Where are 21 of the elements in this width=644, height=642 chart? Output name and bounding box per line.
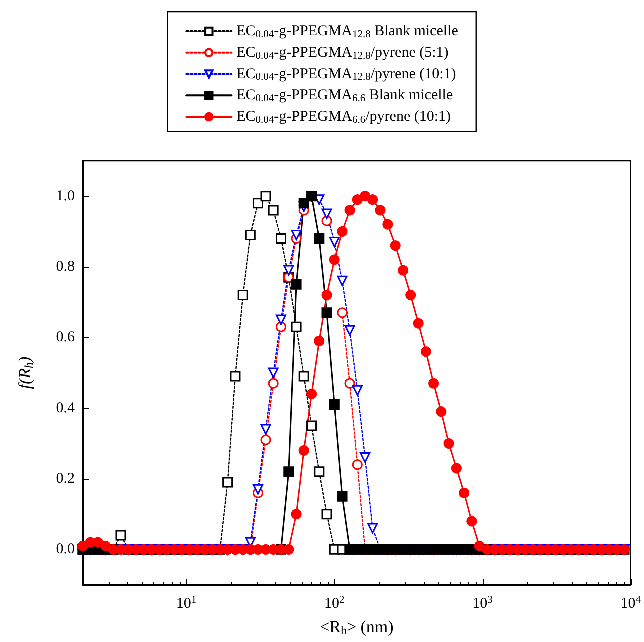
point <box>276 322 286 332</box>
point <box>268 378 279 389</box>
y-tick-label: 0.8 <box>56 259 75 275</box>
y-tick-label: 1.0 <box>56 188 75 204</box>
point <box>329 400 340 410</box>
point <box>298 198 310 209</box>
y-tick-label: 0.6 <box>56 330 76 346</box>
point <box>337 308 348 318</box>
point <box>352 460 363 470</box>
y-axis-title: f(Rh) <box>16 356 36 390</box>
y-tick-label: 0.2 <box>56 471 75 487</box>
point <box>344 378 356 389</box>
point <box>322 308 332 318</box>
y-tick-label: 0.0 <box>56 542 75 558</box>
point <box>284 466 294 478</box>
y-tick-label: 0.4 <box>56 400 76 416</box>
point <box>291 279 302 290</box>
point <box>314 233 325 244</box>
point <box>337 491 348 502</box>
point <box>322 216 332 226</box>
point <box>260 434 272 446</box>
